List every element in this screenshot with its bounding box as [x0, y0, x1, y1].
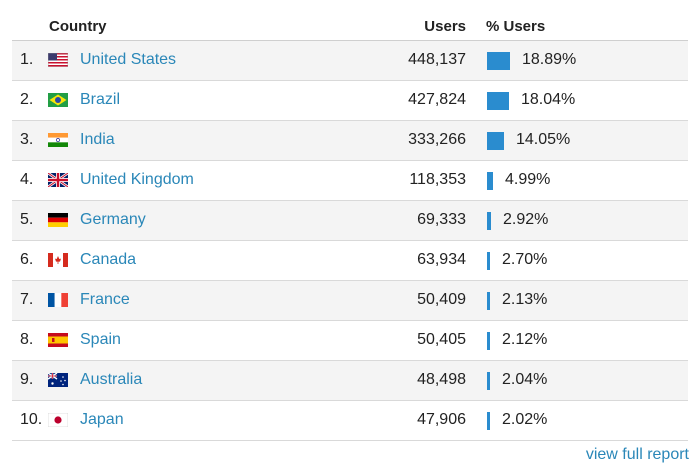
pct-bar: [487, 212, 491, 230]
pct-bar: [487, 292, 490, 310]
country-link[interactable]: Australia: [80, 371, 143, 388]
france-flag-icon: [48, 293, 68, 307]
brazil-flag-icon: [48, 93, 68, 107]
column-header-users[interactable]: Users: [424, 18, 466, 35]
country-link[interactable]: Brazil: [80, 91, 121, 108]
pct-bar: [487, 132, 504, 150]
country-link[interactable]: Canada: [80, 251, 137, 268]
users-value: 48,498: [417, 371, 466, 388]
row-rank: 9.: [20, 371, 34, 388]
table-row: 2. Brazil 427,824 18.04%: [12, 81, 688, 121]
row-rank: 8.: [20, 331, 34, 348]
pct-value: 2.04%: [502, 371, 548, 388]
country-link[interactable]: Germany: [80, 211, 146, 228]
india-flag-icon: [48, 133, 68, 147]
users-value: 63,934: [417, 251, 466, 268]
table-row: 4. United Kingdom 118,353 4.99%: [12, 161, 688, 201]
pct-bar: [487, 252, 490, 270]
pct-value: 18.89%: [522, 51, 577, 68]
users-value: 333,266: [408, 131, 466, 148]
pct-bar: [487, 372, 490, 390]
table-row: 8. Spain 50,405 2.12%: [12, 321, 688, 361]
row-rank: 7.: [20, 291, 34, 308]
country-link[interactable]: United Kingdom: [80, 171, 194, 188]
pct-value: 18.04%: [521, 91, 576, 108]
users-value: 118,353: [409, 171, 466, 188]
table-row: 7. France 50,409 2.13%: [12, 281, 688, 321]
pct-value: 4.99%: [505, 171, 551, 188]
country-link[interactable]: India: [80, 131, 115, 148]
table-row: 3. India 333,266 14.05%: [12, 121, 688, 161]
country-table: 1. United States 448,137 18.89% 2. Brazi…: [12, 40, 688, 441]
row-rank: 1.: [20, 51, 34, 68]
table-row: 9. Australia 48,498 2.04%: [12, 361, 688, 401]
row-rank: 4.: [20, 171, 34, 188]
table-row: 6. Canada 63,934 2.70%: [12, 241, 688, 281]
users-value: 427,824: [408, 91, 466, 108]
us-flag-icon: [48, 53, 68, 67]
view-full-report-link[interactable]: view full report: [585, 446, 689, 463]
pct-value: 14.05%: [516, 131, 571, 148]
table-row: 10. Japan 47,906 2.02%: [12, 401, 688, 441]
pct-bar: [487, 52, 510, 70]
table-row: 1. United States 448,137 18.89%: [12, 41, 688, 81]
country-link[interactable]: Japan: [80, 411, 124, 428]
row-rank: 6.: [20, 251, 34, 268]
pct-bar: [487, 412, 490, 430]
pct-bar: [487, 332, 490, 350]
row-rank: 2.: [20, 91, 34, 108]
users-value: 448,137: [408, 51, 466, 68]
column-header-pct-users[interactable]: % Users: [486, 18, 546, 35]
japan-flag-icon: [48, 413, 68, 427]
canada-flag-icon: [48, 253, 68, 267]
spain-flag-icon: [48, 333, 68, 347]
pct-value: 2.13%: [502, 291, 548, 308]
users-value: 50,409: [417, 291, 466, 308]
uk-flag-icon: [48, 173, 68, 187]
table-header: Country Users % Users: [12, 0, 688, 40]
pct-bar: [487, 92, 509, 110]
pct-value: 2.70%: [502, 251, 548, 268]
australia-flag-icon: [48, 373, 68, 387]
country-link[interactable]: United States: [80, 51, 177, 68]
users-value: 69,333: [417, 211, 466, 228]
pct-bar: [487, 172, 493, 190]
country-link[interactable]: Spain: [80, 331, 121, 348]
germany-flag-icon: [48, 213, 68, 227]
column-header-country[interactable]: Country: [49, 18, 107, 35]
country-link[interactable]: France: [80, 291, 130, 308]
row-rank: 10.: [20, 411, 43, 428]
pct-value: 2.02%: [502, 411, 548, 428]
table-row: 5. Germany 69,333 2.92%: [12, 201, 688, 241]
row-rank: 3.: [20, 131, 34, 148]
users-value: 47,906: [417, 411, 466, 428]
row-rank: 5.: [20, 211, 34, 228]
pct-value: 2.92%: [503, 211, 549, 228]
pct-value: 2.12%: [502, 331, 548, 348]
users-value: 50,405: [417, 331, 466, 348]
